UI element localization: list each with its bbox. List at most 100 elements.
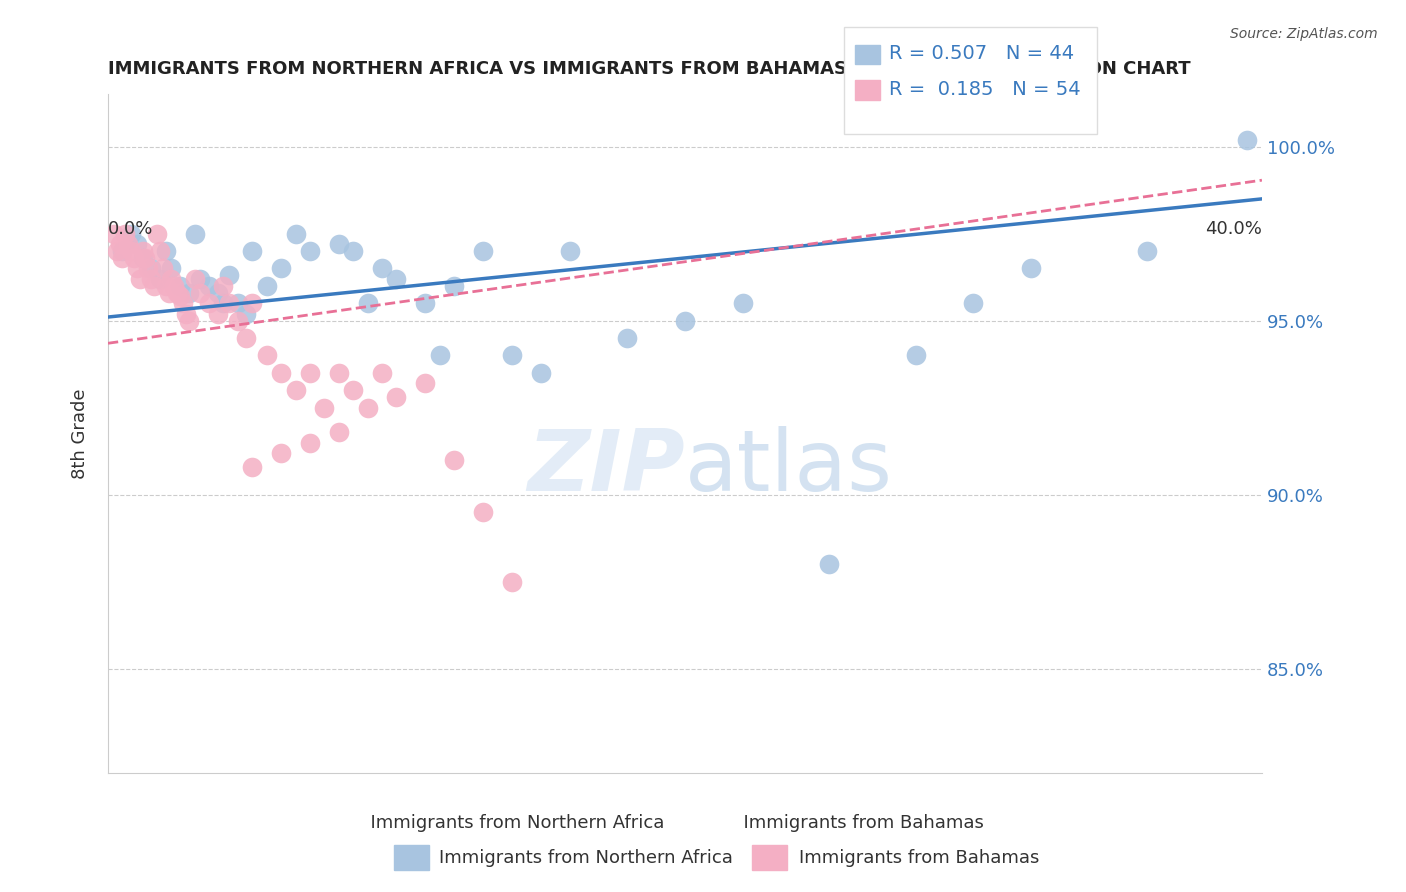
Point — [1019, 261, 1042, 276]
Point — [443, 278, 465, 293]
Point — [138, 261, 160, 276]
Point — [141, 272, 163, 286]
Point — [155, 244, 177, 258]
Point — [183, 227, 205, 241]
Point — [160, 272, 183, 286]
Text: Immigrants from Northern Africa: Immigrants from Northern Africa — [439, 849, 733, 867]
Point — [177, 314, 200, 328]
Point — [270, 366, 292, 380]
Point — [443, 453, 465, 467]
Point — [501, 349, 523, 363]
Point — [160, 261, 183, 276]
Text: R = 0.507   N = 44: R = 0.507 N = 44 — [889, 44, 1074, 63]
Text: R =  0.185   N = 54: R = 0.185 N = 54 — [889, 79, 1080, 99]
Point — [141, 261, 163, 276]
Point — [152, 261, 174, 276]
Point — [298, 435, 321, 450]
Point — [385, 272, 408, 286]
Point — [1135, 244, 1157, 258]
Point — [149, 272, 172, 286]
Point — [143, 278, 166, 293]
Point — [111, 251, 134, 265]
Point — [134, 251, 156, 265]
Point — [207, 285, 229, 300]
Point — [314, 401, 336, 415]
Point — [616, 331, 638, 345]
Point — [240, 244, 263, 258]
Point — [105, 244, 128, 258]
Point — [356, 296, 378, 310]
Point — [207, 307, 229, 321]
Point — [183, 272, 205, 286]
Point — [120, 227, 142, 241]
Point — [114, 227, 136, 241]
Text: IMMIGRANTS FROM NORTHERN AFRICA VS IMMIGRANTS FROM BAHAMAS 8TH GRADE CORRELATION: IMMIGRANTS FROM NORTHERN AFRICA VS IMMIG… — [108, 60, 1191, 78]
Point — [731, 296, 754, 310]
Point — [131, 251, 153, 265]
Point — [385, 390, 408, 404]
Point — [298, 366, 321, 380]
Text: Source: ZipAtlas.com: Source: ZipAtlas.com — [1230, 27, 1378, 41]
Point — [530, 366, 553, 380]
Point — [188, 272, 211, 286]
Point — [149, 244, 172, 258]
Text: Immigrants from Bahamas: Immigrants from Bahamas — [733, 814, 984, 832]
Point — [125, 237, 148, 252]
Point — [413, 376, 436, 391]
Point — [328, 366, 350, 380]
Point — [128, 272, 150, 286]
Point — [240, 296, 263, 310]
Point — [429, 349, 451, 363]
Point — [103, 227, 125, 241]
Point — [226, 296, 249, 310]
Point — [212, 296, 235, 310]
Point — [371, 261, 394, 276]
Text: 0.0%: 0.0% — [108, 220, 153, 238]
Point — [122, 251, 145, 265]
Point — [284, 384, 307, 398]
Point — [218, 296, 240, 310]
Point — [413, 296, 436, 310]
Point — [673, 314, 696, 328]
Point — [155, 278, 177, 293]
Point — [125, 261, 148, 276]
Point — [472, 244, 495, 258]
Point — [188, 285, 211, 300]
Point — [342, 384, 364, 398]
Point — [146, 227, 169, 241]
Point — [157, 285, 180, 300]
Point — [501, 574, 523, 589]
Point — [328, 425, 350, 439]
Point — [166, 285, 188, 300]
Point — [198, 296, 221, 310]
Point — [117, 237, 139, 252]
Text: Immigrants from Bahamas: Immigrants from Bahamas — [799, 849, 1039, 867]
Point — [328, 237, 350, 252]
Y-axis label: 8th Grade: 8th Grade — [72, 389, 89, 479]
Point — [198, 278, 221, 293]
Point — [558, 244, 581, 258]
Point — [472, 505, 495, 519]
Point — [342, 244, 364, 258]
Point — [108, 237, 131, 252]
Point — [131, 244, 153, 258]
Point — [256, 349, 278, 363]
Point — [256, 278, 278, 293]
Text: atlas: atlas — [685, 426, 893, 509]
Point — [270, 446, 292, 460]
Point — [177, 285, 200, 300]
Text: 40.0%: 40.0% — [1205, 220, 1263, 238]
Point — [818, 558, 841, 572]
Point — [904, 349, 927, 363]
Point — [962, 296, 984, 310]
Point — [174, 307, 197, 321]
Point — [120, 244, 142, 258]
Point — [111, 244, 134, 258]
Point — [169, 278, 191, 293]
Point — [284, 227, 307, 241]
Text: ZIP: ZIP — [527, 426, 685, 509]
Point — [226, 314, 249, 328]
Point — [163, 278, 186, 293]
Point — [169, 289, 191, 303]
Point — [240, 459, 263, 474]
